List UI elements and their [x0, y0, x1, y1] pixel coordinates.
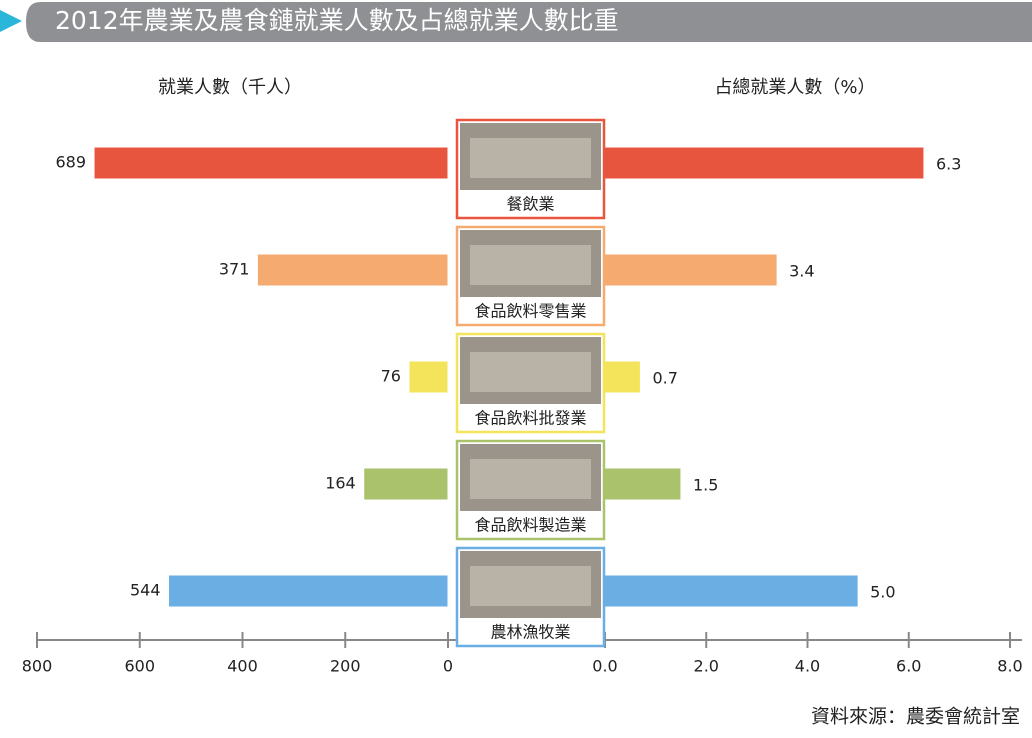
x-tick-label: 8.0 [997, 657, 1022, 676]
title-banner [26, 2, 1032, 42]
x-tick-label: 0 [443, 657, 453, 676]
title-marker [0, 10, 22, 32]
left-axis-label: 就業人數（千人） [158, 77, 302, 98]
value-label: 5.0 [870, 583, 895, 602]
bar [599, 253, 778, 287]
value-label: 544 [130, 581, 161, 600]
bar [93, 146, 449, 180]
value-label: 6.3 [936, 155, 961, 174]
category-label: 食品飲料製造業 [474, 516, 586, 535]
value-label: 371 [219, 260, 250, 279]
x-tick-label: 6.0 [896, 657, 921, 676]
bar [256, 253, 449, 287]
value-label: 689 [55, 153, 86, 172]
category-label: 食品飲料零售業 [474, 302, 586, 321]
x-tick-label: 2.0 [694, 657, 719, 676]
bar [599, 467, 682, 501]
x-tick-label: 4.0 [795, 657, 820, 676]
category-photo-detail [470, 566, 591, 606]
value-label: 3.4 [789, 262, 814, 281]
bar [599, 360, 641, 394]
bar [168, 574, 449, 608]
x-tick-label: 600 [124, 657, 155, 676]
category-label: 餐飲業 [506, 195, 554, 214]
bar [599, 574, 859, 608]
bar [408, 360, 449, 394]
value-label: 164 [325, 474, 356, 493]
chart-title: 2012年農業及農食鏈就業人數及占總就業人數比重 [55, 6, 619, 35]
category-photo-detail [470, 245, 591, 285]
category-label: 食品飲料批發業 [474, 409, 586, 428]
value-label: 0.7 [652, 369, 677, 388]
value-label: 76 [381, 367, 401, 386]
source: 資料來源：農委會統計室 [811, 706, 1020, 728]
bar [599, 146, 925, 180]
category-photo-detail [470, 352, 591, 392]
category-photo-detail [470, 138, 591, 178]
category-photo-detail [470, 459, 591, 499]
x-tick-label: 800 [22, 657, 53, 676]
category-label: 農林漁牧業 [490, 623, 570, 642]
value-label: 1.5 [693, 476, 718, 495]
x-tick-label: 0.0 [592, 657, 617, 676]
right-axis-label: 占總就業人數（%） [714, 77, 875, 98]
x-tick-label: 400 [227, 657, 258, 676]
x-tick-label: 200 [330, 657, 361, 676]
bar [363, 467, 449, 501]
